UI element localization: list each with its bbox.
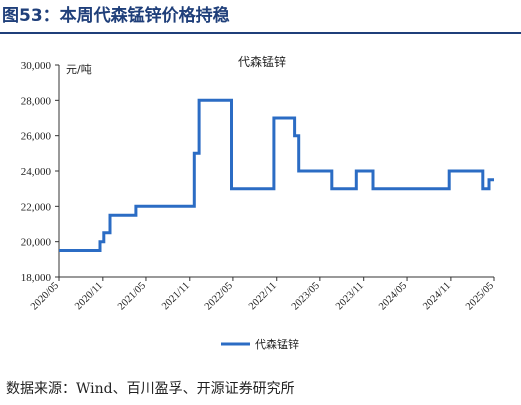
source-note: 数据来源：Wind、百川盈孚、开源证券研究所 bbox=[6, 381, 295, 397]
series-layer bbox=[59, 98, 494, 252]
x-tick-label: 2021/11 bbox=[160, 280, 192, 312]
y-tick-label: 28,000 bbox=[21, 95, 52, 107]
figure-title: 图53：本周代森锰锌价格持稳 bbox=[2, 6, 230, 26]
y-tick-label: 22,000 bbox=[21, 201, 52, 213]
x-tick-label: 2021/05 bbox=[116, 280, 148, 312]
x-tick-label: 2022/05 bbox=[203, 280, 235, 312]
x-tick-label: 2023/05 bbox=[290, 280, 322, 312]
chart-title: 代森锰锌 bbox=[238, 54, 286, 69]
y-tick-label: 18,000 bbox=[21, 272, 52, 284]
series-line bbox=[59, 98, 494, 252]
title-rule bbox=[0, 32, 521, 34]
x-tick-label: 2024/11 bbox=[421, 280, 453, 312]
x-tick-label: 2023/11 bbox=[334, 280, 366, 312]
y-tick-label: 20,000 bbox=[21, 237, 52, 249]
price-chart: 18,000 20,000 22,000 24,000 26,000 28,000 30,0… bbox=[21, 54, 496, 351]
x-tick-label: 2024/05 bbox=[377, 280, 409, 312]
y-unit-label: 元/吨 bbox=[66, 63, 92, 76]
legend: 代森锰锌 bbox=[221, 337, 299, 351]
y-tick-label: 30,000 bbox=[21, 60, 52, 72]
x-tick-label: 2020/11 bbox=[73, 280, 105, 312]
x-tick-label: 2022/11 bbox=[247, 280, 279, 312]
y-tick-label: 24,000 bbox=[21, 166, 52, 178]
x-tick-label: 2025/05 bbox=[464, 280, 496, 312]
x-tick-label: 2020/05 bbox=[29, 280, 61, 312]
chart-axes bbox=[58, 65, 494, 278]
legend-label: 代森锰锌 bbox=[255, 337, 299, 351]
chart-ticks: 18,000 20,000 22,000 24,000 26,000 28,000 30,0… bbox=[21, 60, 496, 312]
y-tick-label: 26,000 bbox=[21, 131, 52, 143]
